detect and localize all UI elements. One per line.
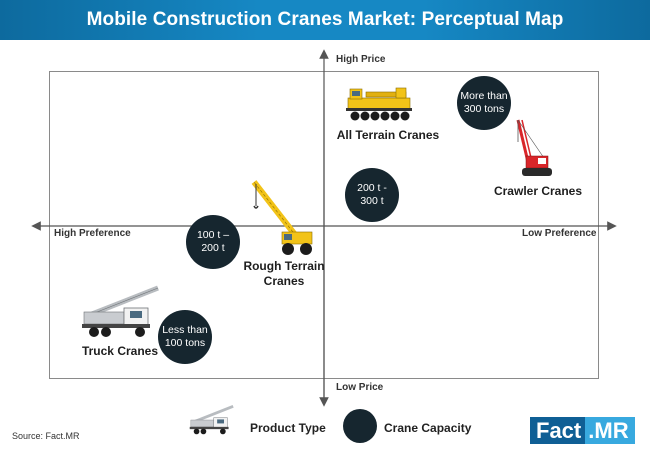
legend-label-product-type: Product Type — [250, 421, 326, 435]
product-label-truck-cranes: Truck Cranes — [81, 344, 159, 358]
crawler-crane-icon — [516, 119, 552, 176]
legend-product-type-icon — [189, 404, 234, 435]
capacity-bubble-less-than-100: Less than 100 tons — [158, 310, 212, 364]
product-label-rough-terrain-line2: Cranes — [263, 274, 305, 288]
product-label-crawler-cranes: Crawler Cranes — [493, 184, 583, 198]
legend-capacity-dot — [343, 409, 377, 443]
capacity-bubble-100-200: 100 t – 200 t — [186, 215, 240, 269]
fact-mr-logo: Fact .MR — [530, 417, 635, 444]
logo-part-mr: .MR — [585, 417, 635, 444]
logo-part-fact: Fact — [530, 417, 586, 444]
axis-label-high-price: High Price — [336, 54, 386, 65]
capacity-bubble-more-than-300: More than 300 tons — [457, 76, 511, 130]
product-label-rough-terrain-cranes: Rough Terrain Cranes — [236, 259, 332, 289]
product-label-rough-terrain-line1: Rough Terrain — [243, 259, 325, 273]
title-banner: Mobile Construction Cranes Market: Perce… — [0, 0, 650, 40]
product-label-all-terrain-cranes: All Terrain Cranes — [336, 128, 440, 142]
legend-label-crane-capacity: Crane Capacity — [384, 421, 472, 435]
source-note: Source: Fact.MR — [12, 431, 80, 441]
page-title: Mobile Construction Cranes Market: Perce… — [86, 9, 564, 30]
truck-crane-icon — [82, 285, 159, 337]
axis-label-low-preference: Low Preference — [522, 228, 597, 239]
capacity-bubble-200-300: 200 t - 300 t — [345, 168, 399, 222]
axis-label-high-preference: High Preference — [54, 228, 131, 239]
all-terrain-crane-icon — [346, 87, 412, 121]
axis-label-low-price: Low Price — [336, 382, 384, 393]
rough-terrain-crane-icon — [251, 180, 313, 255]
